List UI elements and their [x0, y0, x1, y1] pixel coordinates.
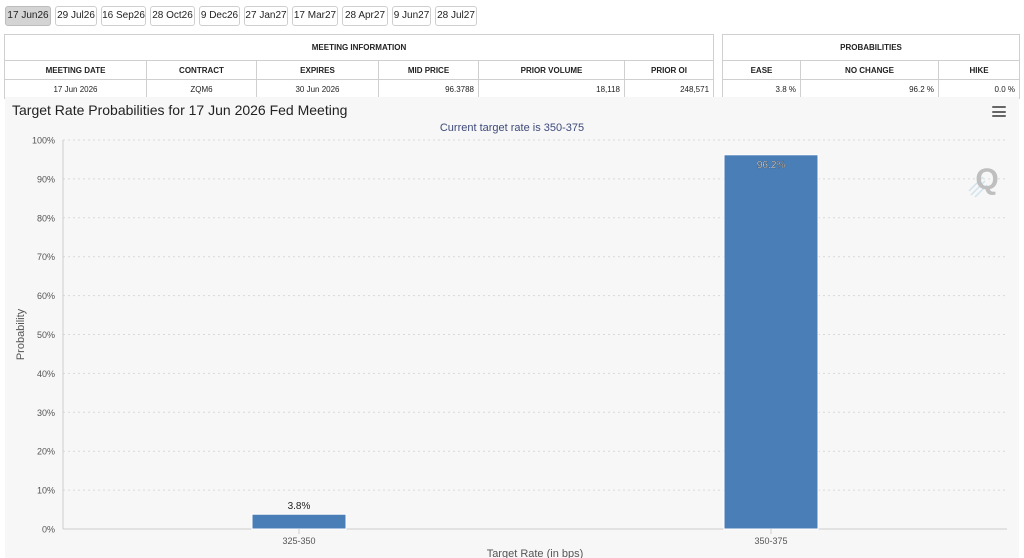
y-tick-label: 100% — [32, 136, 55, 146]
probability-chart: 0% 10% 20% 30% 40% 50% 60% 70% 80% 90% 100% 325-350… — [5, 97, 1019, 558]
probabilities-table: PROBABILITIES EASE NO CHANGE HIKE 3.8 % … — [722, 34, 1020, 99]
bar — [723, 154, 819, 530]
y-tick-label: 50% — [37, 330, 55, 340]
y-tick-label: 30% — [37, 408, 55, 418]
column-header: MID PRICE — [378, 60, 479, 80]
y-tick-label: 90% — [37, 174, 55, 184]
x-axis-title: Target Rate (in bps) — [487, 548, 584, 558]
tab-meeting-date[interactable]: 28 Jul27 — [435, 6, 477, 26]
y-axis-title: Probability — [15, 308, 27, 360]
meeting-information-header: MEETING INFORMATION — [3, 34, 715, 61]
meeting-date-value: 17 Jun 2026 — [4, 79, 147, 99]
tab-meeting-date[interactable]: 16 Sep26 — [101, 6, 146, 26]
tab-meeting-date[interactable]: 28 Apr27 — [342, 6, 388, 26]
prior-volume-value: 18,118 — [478, 79, 625, 99]
y-tick-label: 10% — [37, 486, 55, 496]
y-tick-label: 60% — [37, 291, 55, 301]
tab-meeting-date[interactable]: 9 Jun27 — [392, 6, 431, 26]
chart-plot: 0% 10% 20% 30% 40% 50% 60% 70% 80% 90% 100% 325-350… — [15, 136, 1007, 558]
tab-meeting-date[interactable]: 17 Jun26 — [5, 6, 51, 26]
expires-value: 30 Jun 2026 — [256, 79, 379, 99]
mid-price-value: 96.3788 — [378, 79, 479, 99]
contract-value: ZQM6 — [146, 79, 257, 99]
chart-subtitle: Current target rate is 350-375 — [439, 122, 585, 134]
data-label: 3.8% — [288, 501, 311, 512]
meeting-information-table: MEETING INFORMATION MEETING DATE CONTRAC… — [3, 34, 715, 99]
column-header: EASE — [722, 60, 801, 80]
x-tick-label: 325-350 — [282, 536, 315, 546]
column-header: NO CHANGE — [800, 60, 939, 80]
column-header: MEETING DATE — [4, 60, 147, 80]
no-change-probability: 96.2 % — [800, 79, 939, 99]
column-header: CONTRACT — [146, 60, 257, 80]
data-label: 96.2% — [757, 160, 785, 171]
q-logo-icon: Q — [968, 163, 999, 198]
x-tick-label: 350-375 — [754, 536, 787, 546]
y-tick-label: 20% — [37, 447, 55, 457]
chart-title: Target Rate Probabilities for 17 Jun 202… — [12, 102, 348, 118]
column-header: HIKE — [938, 60, 1020, 80]
svg-text:Q: Q — [975, 163, 998, 196]
tab-meeting-date[interactable]: 29 Jul26 — [55, 6, 97, 26]
y-tick-label: 40% — [37, 369, 55, 379]
column-header: EXPIRES — [256, 60, 379, 80]
hike-probability: 0.0 % — [938, 79, 1020, 99]
probabilities-header: PROBABILITIES — [722, 34, 1020, 61]
tab-meeting-date[interactable]: 17 Mar27 — [292, 6, 338, 26]
prior-oi-value: 248,571 — [623, 79, 715, 99]
y-tick-label: 70% — [37, 252, 55, 262]
y-tick-label: 0% — [42, 525, 55, 535]
tab-meeting-date[interactable]: 28 Oct26 — [150, 6, 195, 26]
column-header: PRIOR OI — [623, 60, 715, 80]
bar — [251, 513, 347, 530]
hamburger-menu-icon[interactable] — [992, 106, 1006, 117]
tab-meeting-date[interactable]: 27 Jan27 — [244, 6, 288, 26]
column-header: PRIOR VOLUME — [478, 60, 625, 80]
ease-probability: 3.8 % — [722, 79, 801, 99]
tab-meeting-date[interactable]: 9 Dec26 — [199, 6, 240, 26]
y-tick-label: 80% — [37, 213, 55, 223]
